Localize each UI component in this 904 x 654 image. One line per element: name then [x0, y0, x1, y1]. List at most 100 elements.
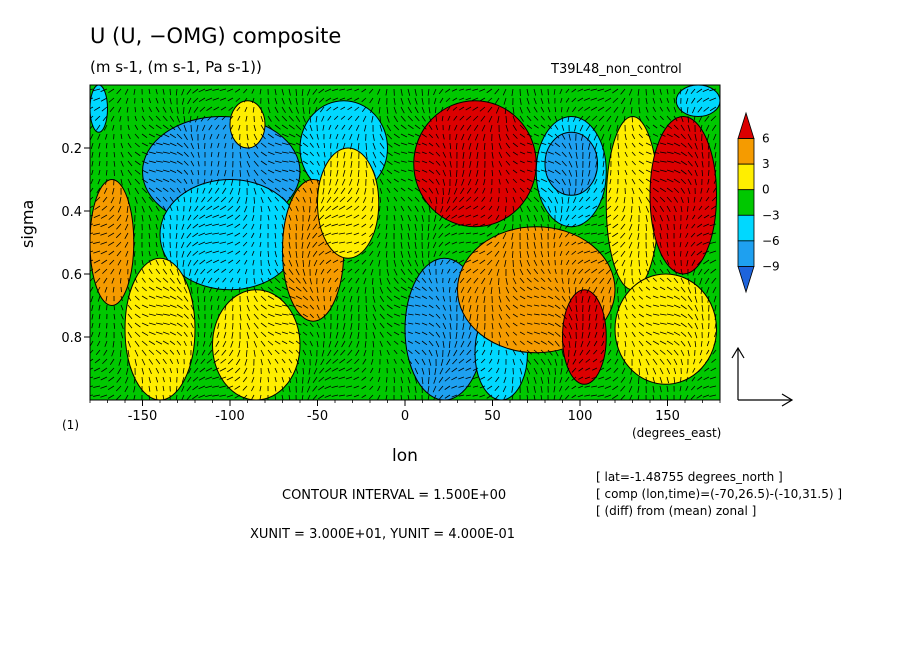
wind-vector	[226, 376, 234, 381]
wind-vector	[703, 376, 710, 381]
wind-vector	[414, 331, 421, 335]
wind-vector	[90, 97, 94, 100]
wind-vector	[407, 187, 413, 192]
wind-vector	[454, 286, 458, 293]
wind-vector	[458, 241, 465, 244]
wind-vector	[540, 232, 543, 240]
wind-vector	[312, 223, 318, 230]
wind-vector	[187, 97, 192, 105]
wind-vector	[309, 313, 314, 319]
wind-vector	[526, 178, 533, 182]
wind-vector	[350, 151, 353, 159]
wind-vector	[400, 259, 405, 267]
wind-vector	[205, 385, 213, 389]
wind-vector	[162, 106, 167, 113]
wind-vector	[253, 322, 259, 329]
wind-vector	[680, 115, 684, 123]
wind-vector	[379, 124, 383, 132]
colorbar-label: 6	[762, 132, 770, 146]
contour-region	[649, 116, 717, 275]
wind-vector	[526, 358, 532, 365]
wind-vector	[281, 358, 286, 364]
wind-vector	[210, 151, 213, 158]
wind-vector	[659, 340, 667, 345]
wind-vector	[602, 322, 605, 330]
wind-vector	[533, 304, 540, 307]
wind-vector	[251, 232, 255, 239]
wind-vector	[414, 358, 420, 365]
wind-vector	[301, 394, 304, 400]
wind-vector	[212, 88, 220, 91]
wind-vector	[476, 304, 479, 312]
wind-vector	[705, 196, 710, 202]
wind-vector	[448, 286, 451, 293]
wind-vector	[148, 124, 155, 130]
wind-vector	[386, 295, 393, 301]
wind-vector	[495, 214, 500, 221]
wind-vector	[223, 133, 227, 139]
wind-vector	[631, 286, 635, 293]
wind-vector	[379, 313, 385, 320]
wind-vector	[120, 277, 122, 284]
wind-vector	[519, 268, 524, 276]
x-axis-label: lon	[392, 446, 418, 466]
wind-vector	[505, 349, 508, 356]
wind-vector	[188, 205, 192, 212]
wind-vector	[231, 331, 234, 339]
wind-vector	[176, 349, 181, 355]
wind-vector	[343, 304, 346, 312]
wind-vector	[335, 178, 339, 186]
wind-vector	[440, 106, 444, 113]
wind-vector	[637, 232, 640, 240]
wind-vector	[377, 385, 381, 392]
wind-vector	[288, 340, 294, 345]
wind-vector	[214, 187, 220, 194]
wind-vector	[253, 304, 259, 311]
wind-vector	[595, 322, 598, 330]
wind-vector	[148, 286, 155, 291]
wind-vector	[326, 106, 332, 112]
wind-vector	[302, 358, 306, 365]
wind-vector	[155, 358, 161, 365]
contour-region	[544, 131, 598, 196]
wind-vector	[155, 340, 163, 345]
wind-vector	[91, 313, 94, 320]
wind-vector	[176, 205, 179, 211]
wind-vector	[295, 187, 301, 192]
wind-vector	[652, 259, 656, 266]
wind-vector	[703, 259, 710, 265]
wind-vector	[468, 304, 472, 312]
wind-vector	[434, 367, 437, 375]
wind-vector	[578, 376, 584, 380]
wind-vector	[209, 286, 213, 293]
wind-vector	[134, 196, 138, 204]
wind-vector	[162, 394, 165, 400]
wind-vector	[234, 376, 241, 382]
wind-vector	[295, 223, 298, 231]
wind-vector	[198, 376, 206, 381]
wind-vector	[502, 385, 507, 393]
wind-vector	[645, 367, 649, 375]
wind-vector	[342, 331, 346, 339]
wind-vector	[421, 304, 427, 308]
wind-vector	[629, 250, 633, 258]
wind-vector	[666, 223, 669, 231]
wind-vector	[119, 196, 122, 204]
wind-vector	[480, 367, 486, 372]
wind-vector	[190, 286, 193, 294]
wind-vector	[652, 187, 659, 193]
wind-vector	[281, 376, 285, 383]
wind-vector	[162, 304, 170, 308]
wind-vector	[316, 295, 320, 302]
wind-vector	[540, 376, 544, 384]
wind-vector	[686, 259, 689, 267]
wind-vector	[442, 151, 447, 158]
wind-vector	[458, 367, 465, 372]
wind-vector	[227, 250, 234, 254]
wind-vector	[680, 160, 688, 166]
wind-vector	[497, 196, 500, 203]
wind-vector	[332, 358, 339, 364]
wind-vector	[222, 340, 227, 348]
wind-vector	[687, 313, 693, 320]
wind-vector	[680, 340, 686, 347]
